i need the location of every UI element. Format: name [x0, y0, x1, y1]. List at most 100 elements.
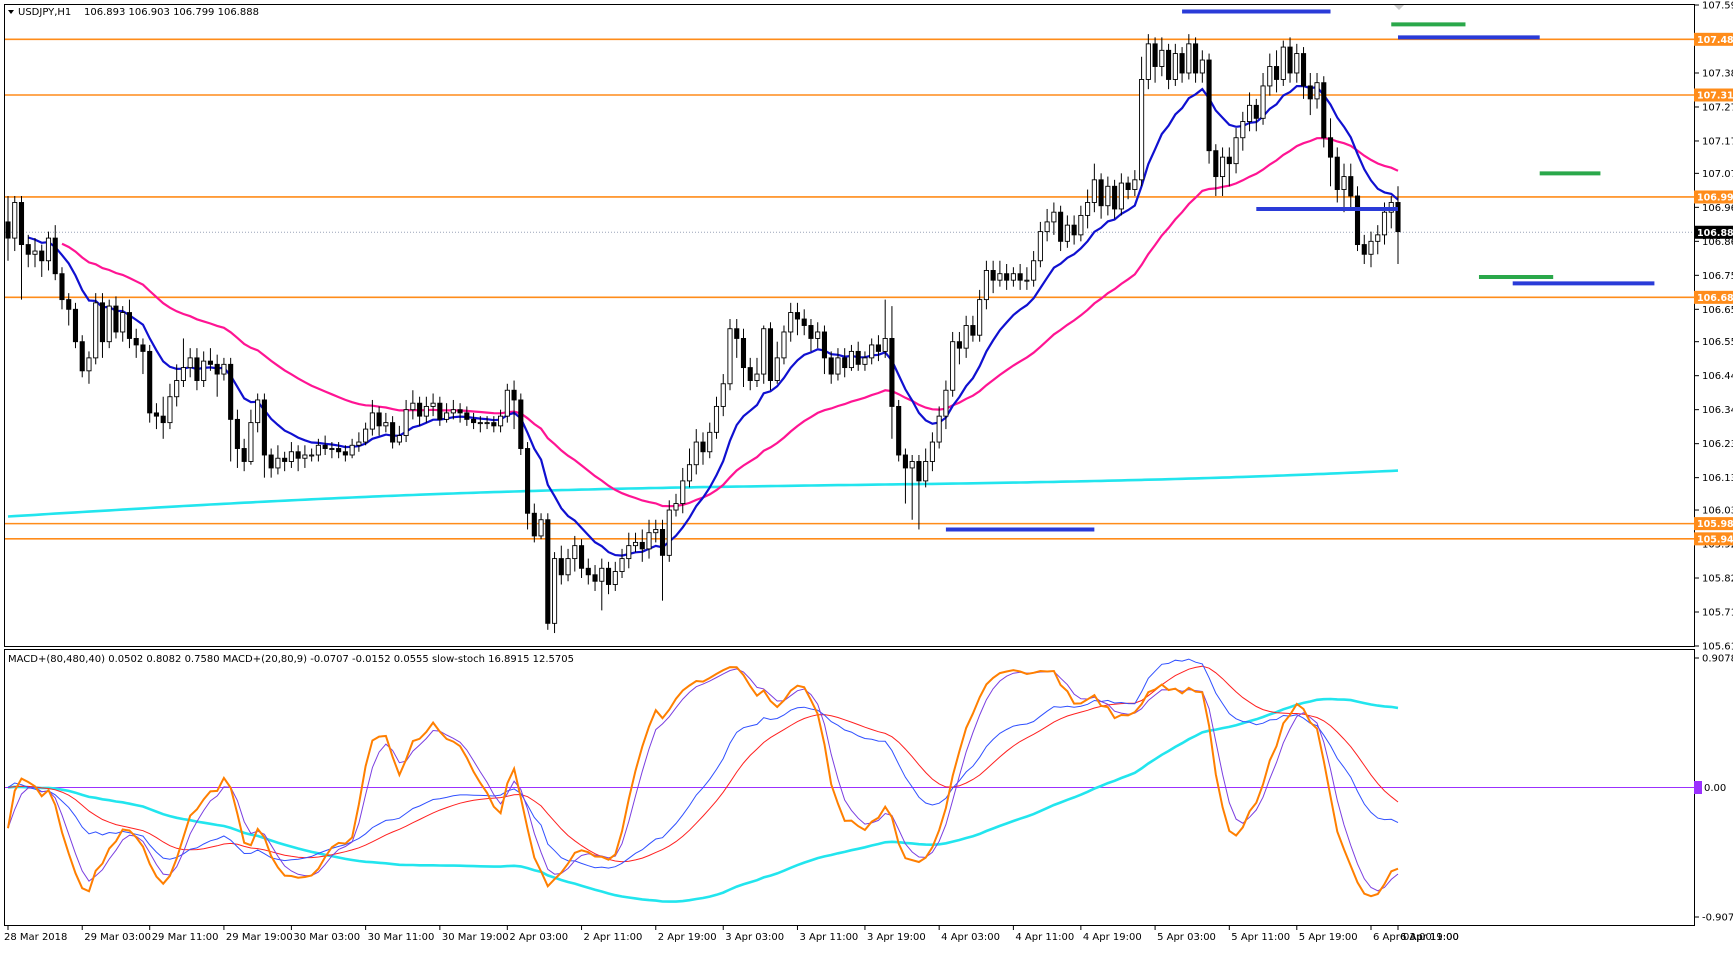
candle-body	[1294, 53, 1300, 74]
candle-body	[1327, 137, 1334, 158]
candle-body	[1361, 244, 1367, 255]
price-tick-label: 105.820	[1702, 574, 1733, 585]
candle-body	[322, 444, 328, 449]
candle-body	[248, 422, 254, 462]
candle-body	[842, 357, 848, 369]
candle-body	[349, 444, 355, 456]
candle-body	[396, 435, 402, 443]
macd-long-line	[7, 697, 1399, 903]
price-tick-label: 106.965	[1702, 203, 1733, 214]
candle-body	[430, 402, 436, 407]
candle-body	[578, 545, 585, 569]
candle-body	[423, 405, 429, 417]
candle-body	[288, 451, 294, 462]
candle-body	[336, 448, 342, 453]
price-tick-label: 106.130	[1702, 473, 1733, 484]
candle-body	[1064, 224, 1070, 242]
candle-body	[673, 503, 679, 511]
candle-body	[693, 441, 699, 466]
candle-body	[740, 337, 747, 369]
candle-body	[747, 367, 753, 381]
candle-body	[936, 415, 942, 443]
candle-body	[572, 545, 578, 560]
candle-body	[720, 383, 726, 407]
candle-body	[79, 341, 85, 372]
time-tick-label: 2 Apr 03:00	[509, 932, 568, 943]
candle-body	[1206, 59, 1212, 152]
time-tick-label: 5 Apr 03:00	[1157, 932, 1216, 943]
candle-body	[1132, 179, 1138, 190]
candle-body	[997, 273, 1003, 281]
candle-body	[552, 558, 558, 624]
candle-body	[538, 519, 544, 537]
price-tag-box	[1694, 532, 1733, 546]
candle-body	[1226, 156, 1232, 165]
candle-body	[25, 244, 31, 255]
stoch-main-line	[7, 666, 1399, 898]
candle-body	[5, 221, 11, 239]
candle-body	[990, 270, 996, 281]
time-axis: 28 Mar 2018 29 Mar 03:00 29 Mar 11:00 29 Ma…	[4, 926, 1459, 943]
candle-body	[963, 325, 969, 349]
candle-body	[214, 363, 220, 375]
candle-body	[113, 305, 119, 333]
drawn-markers[interactable]	[945, 9, 1655, 532]
candle-body	[1287, 46, 1293, 74]
horizontal-levels[interactable]	[5, 38, 1694, 540]
candle-body	[180, 367, 186, 381]
candle-body	[99, 302, 106, 343]
time-tick-label: 29 Mar 11:00	[152, 932, 219, 943]
time-tick-label: 3 Apr 03:00	[725, 932, 784, 943]
candle-body	[1098, 179, 1104, 207]
candle-body	[970, 325, 976, 336]
candle-body	[93, 302, 99, 359]
chart-header: USDJPY,H1 106.893 106.903 106.799 106.88…	[8, 7, 259, 18]
candle-body	[410, 402, 416, 411]
candle-body	[1341, 176, 1347, 190]
candle-body	[1186, 43, 1192, 74]
candle-body	[471, 418, 477, 424]
candle-body	[983, 270, 989, 301]
candle-body	[767, 328, 774, 381]
candle-body	[275, 457, 281, 469]
candle-body	[234, 418, 240, 449]
candle-body	[1118, 182, 1124, 210]
price-tick-label: 105.715	[1702, 608, 1733, 619]
candle-body	[477, 422, 483, 425]
current-price-tag-box	[1694, 225, 1733, 239]
candle-body	[686, 464, 693, 482]
candle-body	[1220, 156, 1226, 178]
candle-body	[52, 237, 58, 275]
candle-body	[140, 344, 146, 352]
candle-body	[869, 344, 875, 359]
candle-body	[1105, 185, 1111, 207]
candle-body	[315, 444, 321, 456]
candle-body	[1193, 43, 1199, 74]
candle-body	[518, 399, 524, 449]
candle-body	[909, 461, 915, 469]
candle-body	[1260, 85, 1266, 119]
candle-body	[160, 415, 166, 424]
candle-body	[437, 402, 443, 420]
candle-body	[72, 308, 79, 343]
candle-body	[1058, 211, 1064, 242]
shift-marker-icon[interactable]	[1394, 5, 1404, 10]
price-tag-box	[1694, 88, 1733, 102]
candle-body	[309, 454, 315, 457]
price-tick-label: 106.550	[1702, 337, 1733, 348]
candle-body	[1273, 66, 1280, 80]
candle-body	[605, 567, 612, 585]
price-tag-label: 107.484	[1697, 35, 1733, 46]
macd-signal-line	[7, 665, 1399, 863]
candle-body	[923, 461, 929, 482]
candle-body	[1247, 104, 1253, 122]
price-tag-label: 105.941	[1697, 534, 1733, 545]
candle-body	[1314, 82, 1320, 100]
indicator-lines	[5, 658, 1694, 903]
dropdown-triangle-icon[interactable]	[8, 10, 14, 14]
candle-body	[977, 299, 983, 336]
candle-body	[565, 558, 571, 576]
candle-body	[875, 344, 881, 352]
candle-body	[1145, 43, 1151, 80]
